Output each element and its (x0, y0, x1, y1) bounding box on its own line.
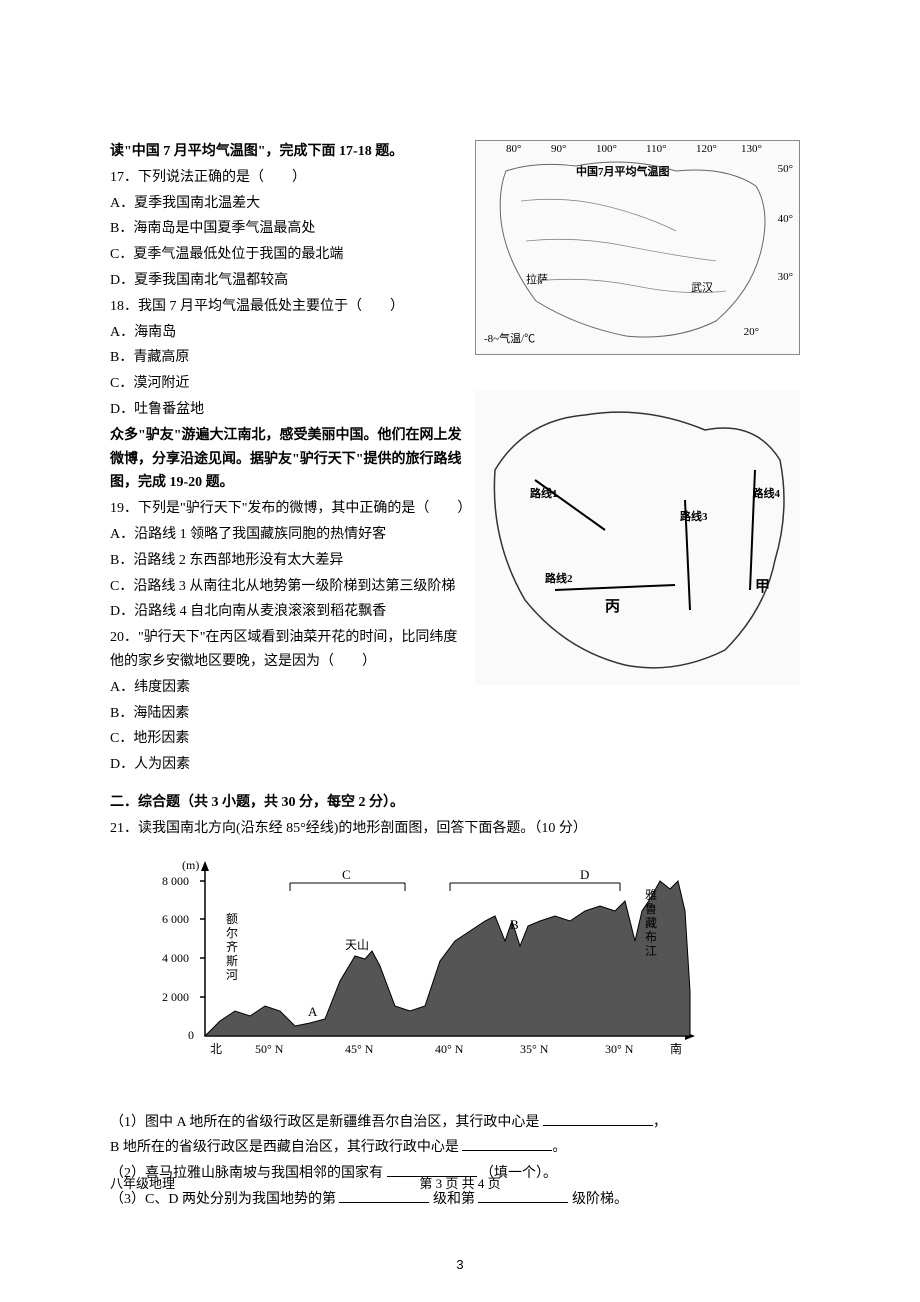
figure-terrain-profile: 8 000 6 000 4 000 2 000 0 (m) 北 50° N 45… (150, 851, 710, 1071)
q21-sub3-pre: （3）C、D 两处分别为我国地势的第 (110, 1192, 336, 1207)
river1-5: 河 (226, 968, 238, 982)
q20-stem: 20．"驴行天下"在丙区域看到油菜开花的时间，比同纬度他的家乡安徽地区要晚，这是… (110, 626, 470, 674)
q17-b: B．海南岛是中国夏季气温最高处 (110, 217, 470, 241)
q18-stem: 18．我国 7 月平均气温最低处主要位于（ ） (110, 295, 470, 319)
river2-3: 藏 (645, 916, 657, 930)
river1-4: 斯 (226, 954, 238, 968)
map2-outline (475, 390, 800, 685)
ytick-0: 0 (188, 1028, 194, 1042)
q17-d: D．夏季我国南北气温都较高 (110, 269, 470, 293)
q21-stem: 21．读我国南北方向(沿东经 85°经线)的地形剖面图，回答下面各题。（10 分… (110, 817, 810, 841)
profile-label-b: B (510, 917, 519, 932)
footer-subject: 八年级地理 (110, 1173, 175, 1192)
xtick-35n: 35° N (520, 1042, 549, 1056)
intro-19-20: 众多"驴友"游遍大江南北，感受美丽中国。他们在网上发微博，分享沿途见闻。据驴友"… (110, 424, 470, 495)
map2-route2: 路线2 (545, 570, 573, 586)
page-footer: 八年级地理 第 3 页 共 4 页 (110, 1173, 810, 1192)
river2-4: 布 (645, 930, 657, 944)
q21-sub1a-tail: ， (653, 1115, 667, 1130)
map2-placeholder: 路线1 路线2 路线3 路线4 丙 甲 (475, 390, 800, 685)
river2-1: 雅 (645, 887, 657, 902)
river1-1: 额 (226, 912, 238, 926)
q19-c: C．沿路线 3 从南往北从地势第一级阶梯到达第三级阶梯 (110, 575, 470, 599)
ytick-8000: 8 000 (162, 874, 189, 888)
q21-sub3-tail: 级阶梯。 (572, 1192, 628, 1207)
map2-route4: 路线4 (753, 485, 781, 501)
profile-label-a: A (308, 1004, 318, 1019)
map2-route1: 路线1 (530, 485, 558, 501)
q19-b: B．沿路线 2 东西部地形没有太大差异 (110, 549, 470, 573)
ytick-2000: 2 000 (162, 990, 189, 1004)
xtick-50n: 50° N (255, 1042, 284, 1056)
map2-region-bing: 丙 (605, 595, 620, 616)
q18-d: D．吐鲁番盆地 (110, 398, 470, 422)
river1-2: 尔 (226, 925, 238, 940)
question-group-19-20: 众多"驴友"游遍大江南北，感受美丽中国。他们在网上发微博，分享沿途见闻。据驴友"… (110, 424, 470, 777)
profile-svg: 8 000 6 000 4 000 2 000 0 (m) 北 50° N 45… (150, 851, 710, 1071)
footer-page-of: 第 3 页 共 4 页 (419, 1173, 500, 1192)
q20-a: A．纬度因素 (110, 676, 470, 700)
map2-route3: 路线3 (680, 508, 708, 524)
xtick-45n: 45° N (345, 1042, 374, 1056)
profile-tianshan: 天山 (345, 938, 369, 952)
q17-stem: 17．下列说法正确的是（ ） (110, 166, 470, 190)
q21-sub1b: B 地所在的省级行政区是西藏自治区，其行政行政中心是 。 (110, 1136, 810, 1160)
profile-label-c: C (342, 867, 351, 882)
q18-c: C．漠河附近 (110, 372, 470, 396)
map1-outline (476, 141, 801, 356)
intro-17-18: 读"中国 7 月平均气温图"，完成下面 17-18 题。 (110, 140, 470, 164)
profile-label-d: D (580, 867, 589, 882)
xtick-40n: 40° N (435, 1042, 464, 1056)
q19-a: A．沿路线 1 领略了我国藏族同胞的热情好客 (110, 523, 470, 547)
q21-sub1b-text: B 地所在的省级行政区是西藏自治区，其行政行政中心是 (110, 1140, 459, 1155)
q20-d: D．人为因素 (110, 753, 470, 777)
q19-stem: 19．下列是"驴行天下"发布的微博，其中正确的是（ ） (110, 497, 470, 521)
section2-title: 二．综合题（共 3 小题，共 30 分，每空 2 分）。 (110, 791, 810, 815)
question-group-17-18: 读"中国 7 月平均气温图"，完成下面 17-18 题。 17．下列说法正确的是… (110, 140, 470, 422)
xtick-north: 北 (210, 1042, 222, 1056)
q19-d: D．沿路线 4 自北向南从麦浪滚滚到稻花飘香 (110, 600, 470, 624)
q21-sub1b-tail: 。 (552, 1140, 566, 1155)
ytick-6000: 6 000 (162, 912, 189, 926)
xtick-30n: 30° N (605, 1042, 634, 1056)
river2-5: 江 (645, 944, 657, 958)
river1-3: 齐 (226, 939, 238, 954)
blank-1[interactable] (543, 1112, 653, 1126)
map1-placeholder: 80° 90° 100° 110° 120° 130° 50° 40° 30° … (476, 141, 799, 354)
q17-c: C．夏季气温最低处位于我国的最北端 (110, 243, 470, 267)
y-label: (m) (182, 858, 199, 872)
q21-sub1a-text: （1）图中 A 地所在的省级行政区是新疆维吾尔自治区，其行政中心是 (110, 1115, 539, 1130)
ytick-4000: 4 000 (162, 951, 189, 965)
figure-july-temp-map: 80° 90° 100° 110° 120° 130° 50° 40° 30° … (475, 140, 800, 355)
map2-region-jia: 甲 (755, 575, 770, 596)
q21-sub3-mid: 级和第 (433, 1192, 475, 1207)
q20-b: B．海陆因素 (110, 702, 470, 726)
q21-subquestions: （1）图中 A 地所在的省级行政区是新疆维吾尔自治区，其行政中心是 ， B 地所… (110, 1111, 810, 1212)
section-2: 二．综合题（共 3 小题，共 30 分，每空 2 分）。 21．读我国南北方向(… (110, 791, 810, 841)
blank-2[interactable] (462, 1137, 552, 1151)
q17-a: A．夏季我国南北温差大 (110, 192, 470, 216)
page-number: 3 (456, 1257, 463, 1272)
river2-2: 鲁 (645, 902, 657, 916)
figure-travel-routes-map: 路线1 路线2 路线3 路线4 丙 甲 (475, 390, 800, 685)
q18-b: B．青藏高原 (110, 346, 470, 370)
q21-sub1: （1）图中 A 地所在的省级行政区是新疆维吾尔自治区，其行政中心是 ， (110, 1111, 810, 1135)
q18-a: A．海南岛 (110, 321, 470, 345)
q20-c: C．地形因素 (110, 727, 470, 751)
xtick-south: 南 (670, 1041, 682, 1056)
